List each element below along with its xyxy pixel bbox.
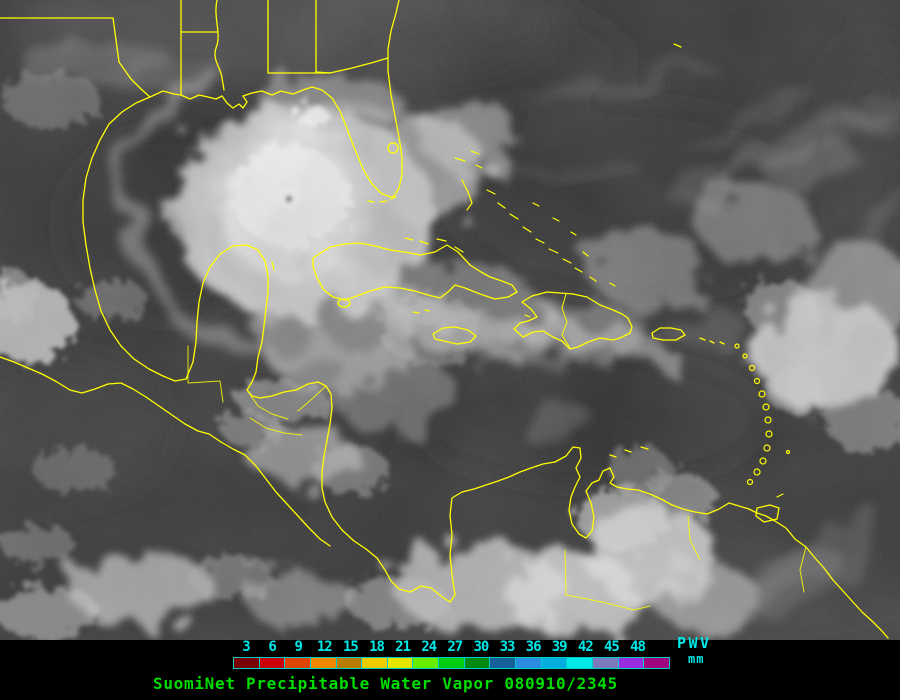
colorbar-segment [644,658,669,668]
coastline-overlay [0,0,889,639]
tick-label: 30 [473,639,489,655]
tick-label: 12 [316,639,333,655]
tick-label: 48 [630,639,646,655]
colorbar-segment [234,658,260,668]
colorbar-segment [387,658,414,668]
pwv-label: PWV [677,634,712,652]
units-label: mm [688,652,705,666]
tick-label: 9 [294,639,303,655]
tick-label: 21 [395,639,411,655]
colorbar-segment [592,658,619,668]
tick-label: 45 [603,639,620,655]
tick-label: 42 [577,639,594,655]
colorbar-segment [413,658,440,668]
tick-label: 15 [342,639,359,655]
tick-label: 39 [551,639,568,655]
colorbar-segment [439,658,465,668]
tick-label: 36 [525,639,542,655]
colorbar [233,657,670,669]
colorbar-segment [310,658,337,668]
colorbar-segment [464,658,491,668]
colorbar-segment [336,658,363,668]
tick-label: 33 [499,639,516,655]
tick-label: 18 [369,639,385,655]
caption: SuomiNet Precipitable Water Vapor 080910… [153,674,618,693]
image-grain [0,0,900,640]
tick-label: 27 [447,639,463,655]
satellite-image [0,0,900,640]
colorbar-segment [259,658,286,668]
tick-label: 6 [268,639,277,655]
colorbar-segment [516,658,542,668]
colorbar-segment [490,658,517,668]
colorbar-segment [567,658,593,668]
colorbar-segment [618,658,645,668]
colorbar-segment [362,658,388,668]
tick-label: 24 [421,639,437,655]
tick-label: 3 [242,639,251,655]
colorbar-segment [285,658,311,668]
colorbar-segment [541,658,568,668]
